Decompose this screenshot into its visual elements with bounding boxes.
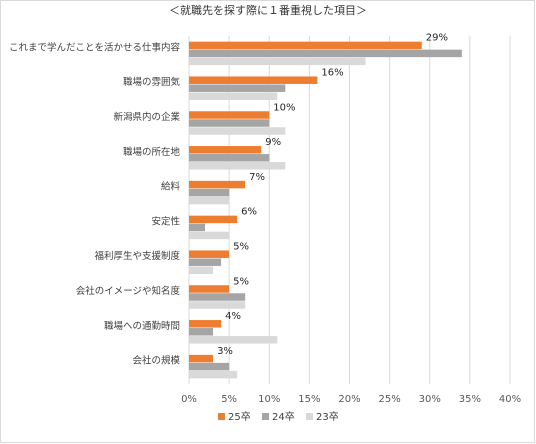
legend-swatch (262, 413, 269, 420)
data-label: 3% (217, 346, 233, 357)
data-label: 10% (273, 102, 295, 113)
bar (189, 215, 238, 224)
category-label: 給料 (161, 181, 181, 193)
bar (189, 285, 230, 293)
x-tick-label: 40% (499, 394, 521, 405)
bar (189, 266, 214, 274)
x-tick-label: 35% (459, 394, 481, 405)
bar (189, 320, 222, 328)
bar (189, 111, 270, 119)
bar (189, 196, 230, 205)
labels: 0% 5% 10% 15% 20% 25% 30% 35% 40% これまで学んだことを活かせる仕… (9, 33, 521, 405)
category-label: 新潟県内の企業 (113, 111, 180, 123)
bar (189, 328, 214, 336)
x-tick-label: 15% (298, 394, 320, 405)
bar (189, 162, 286, 170)
data-label: 5% (233, 276, 249, 287)
legend-label: 23卒 (316, 410, 339, 423)
category-label: 福利厚生や支援制度 (94, 250, 180, 262)
bar (189, 180, 246, 189)
bar (189, 92, 278, 100)
bar (189, 250, 230, 258)
category-label: 安定性 (151, 215, 180, 227)
x-tick-label: 10% (258, 394, 280, 405)
legend-label: 25卒 (228, 410, 251, 423)
bar (189, 41, 422, 50)
bar (189, 49, 462, 58)
bar (189, 370, 238, 379)
data-label: 4% (225, 311, 241, 322)
bar (189, 336, 278, 344)
bar (189, 127, 286, 135)
data-label: 29% (426, 33, 448, 44)
x-tick-label: 25% (379, 394, 401, 405)
bar (189, 57, 366, 66)
x-tick-label: 5% (221, 394, 237, 405)
category-label: これまで学んだことを活かせる仕事内容 (9, 41, 181, 53)
category-label: 職場への通勤時間 (104, 320, 180, 332)
bar (189, 362, 230, 371)
bar (189, 223, 206, 232)
bar (189, 84, 286, 92)
bar (189, 354, 214, 363)
bar (189, 301, 246, 309)
bar (189, 293, 246, 301)
bar (189, 231, 230, 240)
legend-label: 24卒 (272, 410, 295, 423)
bar (189, 258, 222, 266)
category-label: 職場の所在地 (123, 146, 181, 158)
bar (189, 188, 230, 197)
bar (189, 146, 262, 154)
data-label: 9% (265, 137, 281, 148)
category-label: 会社の規模 (132, 355, 180, 367)
legend: 25卒 24卒 23卒 (218, 410, 339, 423)
data-label: 6% (241, 207, 257, 218)
bar (189, 154, 270, 162)
x-tick-label: 30% (419, 394, 441, 405)
category-label: 職場の雰囲気 (123, 76, 181, 88)
data-label: 5% (233, 241, 249, 252)
chart-title: ＜就職先を探す際に１番重視した項目＞ (169, 3, 367, 17)
x-tick-label: 20% (338, 394, 360, 405)
bars (189, 41, 462, 379)
data-label: 7% (249, 172, 265, 183)
category-label: 会社のイメージや知名度 (76, 285, 181, 297)
bar (189, 76, 318, 84)
data-label: 16% (321, 67, 343, 78)
legend-swatch (218, 413, 225, 420)
x-tick-label: 0% (181, 394, 197, 405)
legend-swatch (306, 413, 313, 420)
bar (189, 119, 270, 127)
